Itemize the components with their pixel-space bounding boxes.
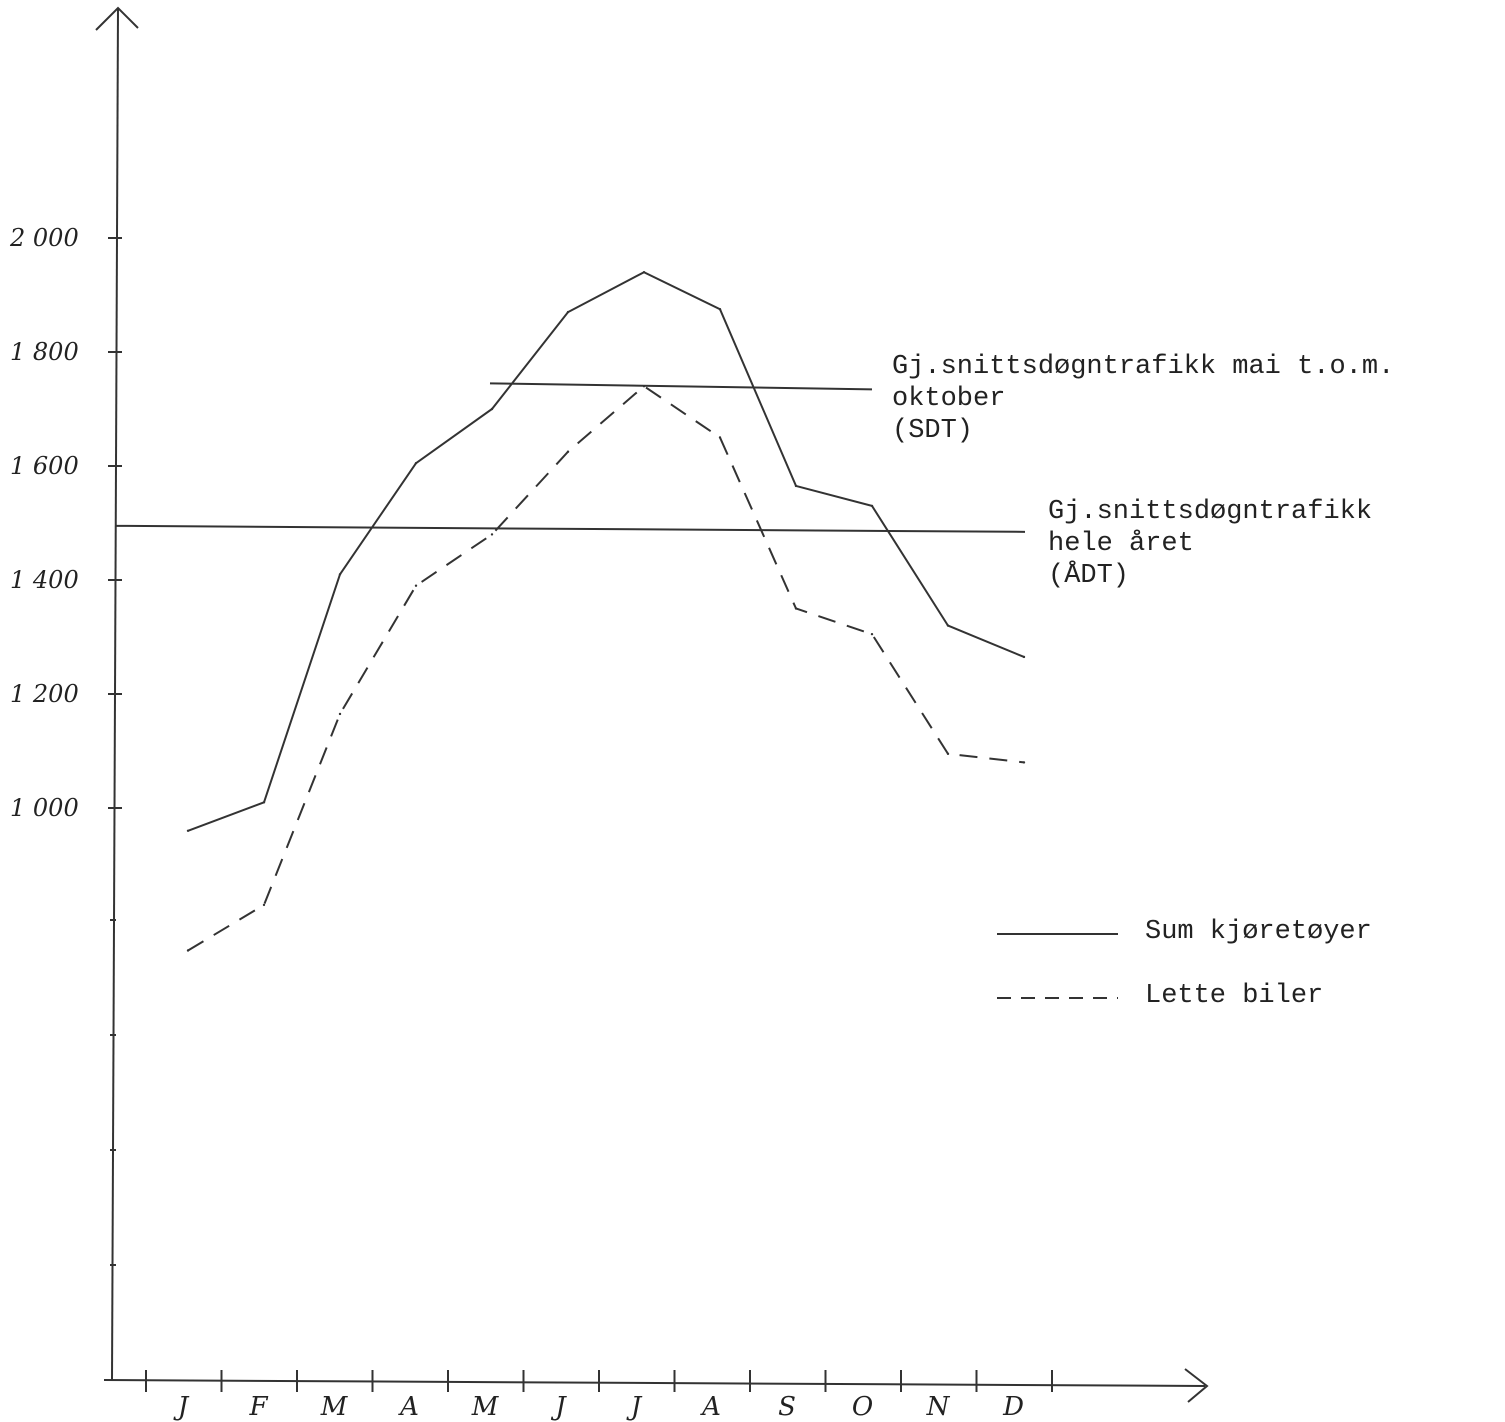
data-point bbox=[490, 533, 494, 536]
y-tick-label: 1 400 bbox=[10, 566, 79, 594]
data-point bbox=[642, 385, 646, 388]
data-point bbox=[794, 607, 798, 610]
data-point bbox=[794, 484, 798, 488]
data-point bbox=[870, 504, 874, 508]
data-point bbox=[642, 271, 646, 274]
legend-label-0: Sum kjøretøyer bbox=[1145, 917, 1372, 947]
data-point bbox=[946, 624, 950, 627]
reference-line-sdt bbox=[489, 382, 873, 391]
x-tick-label: F bbox=[248, 1392, 268, 1422]
series-line-0 bbox=[187, 271, 1025, 832]
data-point bbox=[946, 752, 950, 756]
y-tick-label: 1 600 bbox=[10, 452, 79, 480]
x-tick-label: M bbox=[471, 1392, 500, 1422]
data-point bbox=[490, 407, 494, 411]
x-tick-label: J bbox=[173, 1392, 190, 1422]
data-point bbox=[718, 308, 722, 311]
data-point bbox=[1022, 761, 1026, 764]
data-point bbox=[262, 801, 266, 804]
series-line-1 bbox=[187, 384, 1025, 952]
data-point bbox=[262, 903, 266, 907]
x-axis bbox=[103, 1379, 1206, 1387]
y-tick-label: 2 000 bbox=[9, 224, 79, 252]
data-point bbox=[186, 829, 190, 832]
data-point bbox=[186, 949, 190, 952]
legend-label-1: Lette biler bbox=[1145, 981, 1323, 1011]
x-tick-label: A bbox=[700, 1392, 721, 1422]
reference-label-adt: hele året bbox=[1048, 529, 1194, 559]
data-point bbox=[566, 310, 570, 314]
x-tick-label: D bbox=[1002, 1392, 1024, 1422]
reference-lines: Gj.snittsdøgntrafikk mai t.o.m.oktober(S… bbox=[114, 352, 1394, 591]
x-tick-label: J bbox=[550, 1392, 567, 1422]
y-tick-labels: 2 000 1 800 1 600 1 400 1 200 1 000 bbox=[9, 224, 79, 822]
data-point bbox=[718, 436, 722, 439]
axes bbox=[95, 6, 1209, 1403]
data-point bbox=[870, 632, 874, 636]
x-axis-arrow bbox=[1184, 1368, 1209, 1403]
x-tick-label: A bbox=[398, 1392, 419, 1422]
legend: Sum kjøretøyer Lette biler bbox=[997, 917, 1372, 1011]
data-point bbox=[338, 712, 342, 716]
x-tick-label: N bbox=[926, 1392, 951, 1422]
y-tick-label: 1 800 bbox=[10, 338, 79, 366]
reference-label-sdt: oktober bbox=[892, 384, 1005, 414]
reference-label-sdt: Gj.snittsdøgntrafikk mai t.o.m. bbox=[892, 352, 1394, 382]
x-tick-label: M bbox=[320, 1392, 349, 1422]
x-tick-label: S bbox=[778, 1392, 796, 1422]
y-axis-arrow bbox=[95, 6, 139, 31]
y-tick-label: 1 000 bbox=[10, 794, 79, 822]
reference-line-adt bbox=[114, 524, 1026, 533]
reference-label-adt: Gj.snittsdøgntrafikk bbox=[1048, 497, 1372, 527]
data-point bbox=[414, 461, 418, 465]
data-point bbox=[1022, 655, 1026, 659]
reference-label-sdt: (SDT) bbox=[892, 416, 973, 446]
x-tick-label: O bbox=[852, 1392, 873, 1422]
data-point bbox=[338, 573, 342, 576]
x-tick-label: J bbox=[626, 1392, 643, 1422]
series-lines bbox=[186, 271, 1026, 952]
y-tick-label: 1 200 bbox=[10, 680, 79, 708]
reference-label-adt: (ÅDT) bbox=[1048, 560, 1129, 591]
data-point bbox=[566, 450, 570, 453]
data-point bbox=[414, 584, 418, 587]
